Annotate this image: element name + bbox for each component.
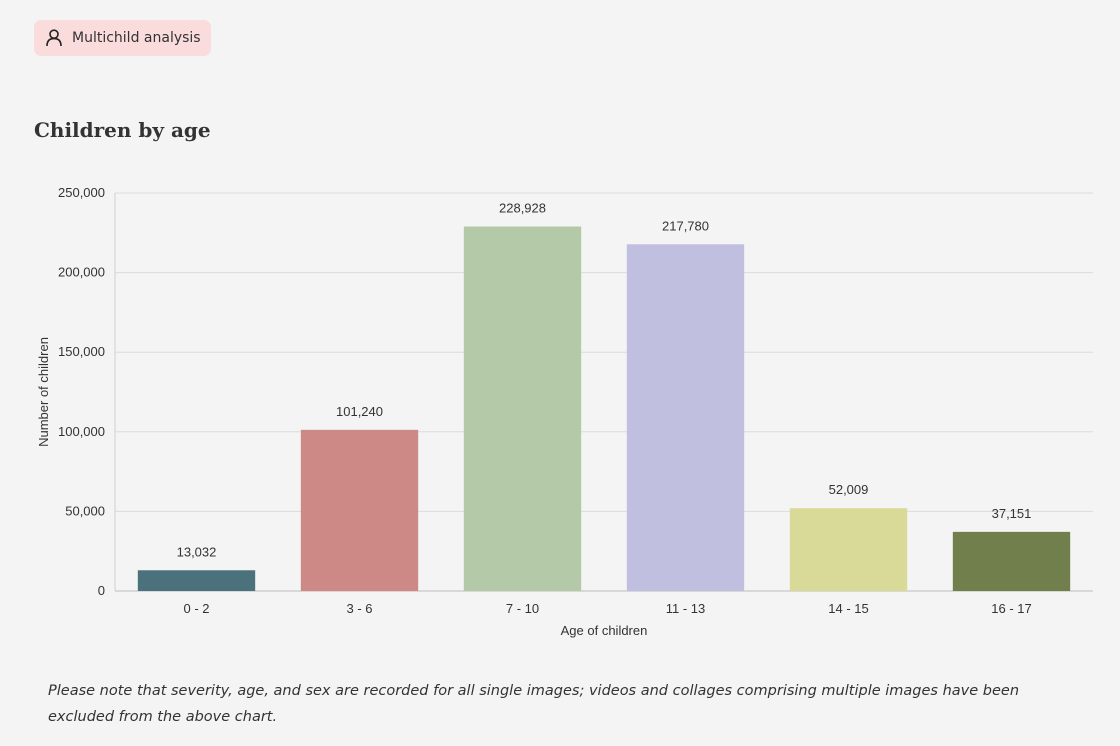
- bar: [300, 429, 419, 591]
- data-label: 52,009: [829, 482, 869, 497]
- y-tick-label: 50,000: [65, 503, 105, 518]
- y-tick-label: 200,000: [58, 265, 105, 280]
- data-label: 13,032: [177, 544, 217, 559]
- chart-footnote: Please note that severity, age, and sex …: [48, 683, 1020, 725]
- bar: [789, 508, 908, 591]
- bar: [626, 244, 745, 591]
- x-tick-label: 11 - 13: [666, 601, 706, 616]
- x-tick-label: 7 - 10: [506, 601, 539, 616]
- y-axis-title: Number of children: [36, 337, 51, 447]
- data-label: 228,928: [499, 201, 546, 216]
- user-icon: [46, 29, 62, 47]
- data-label: 217,780: [662, 218, 709, 233]
- data-label: 37,151: [992, 506, 1032, 521]
- children-by-age-chart: 0 50,000 100,000 150,000 200,000 250,000 13,03…: [36, 185, 1093, 638]
- bar: [952, 531, 1071, 591]
- x-tick-label: 3 - 6: [346, 601, 372, 616]
- y-tick-label: 100,000: [58, 424, 105, 439]
- data-label: 101,240: [336, 404, 383, 419]
- badge-label: Multichild analysis: [72, 30, 201, 46]
- bar: [463, 226, 582, 591]
- section-title: Children by age: [34, 118, 211, 142]
- x-axis-title: Age of children: [561, 623, 648, 638]
- multichild-analysis-badge[interactable]: Multichild analysis: [34, 20, 211, 56]
- x-tick-label: 0 - 2: [183, 601, 209, 616]
- y-tick-label: 150,000: [58, 344, 105, 359]
- x-tick-label: 14 - 15: [828, 601, 868, 616]
- y-tick-label: 250,000: [58, 185, 105, 200]
- x-tick-label: 16 - 17: [991, 601, 1031, 616]
- y-tick-label: 0: [98, 583, 105, 598]
- bar: [137, 570, 256, 591]
